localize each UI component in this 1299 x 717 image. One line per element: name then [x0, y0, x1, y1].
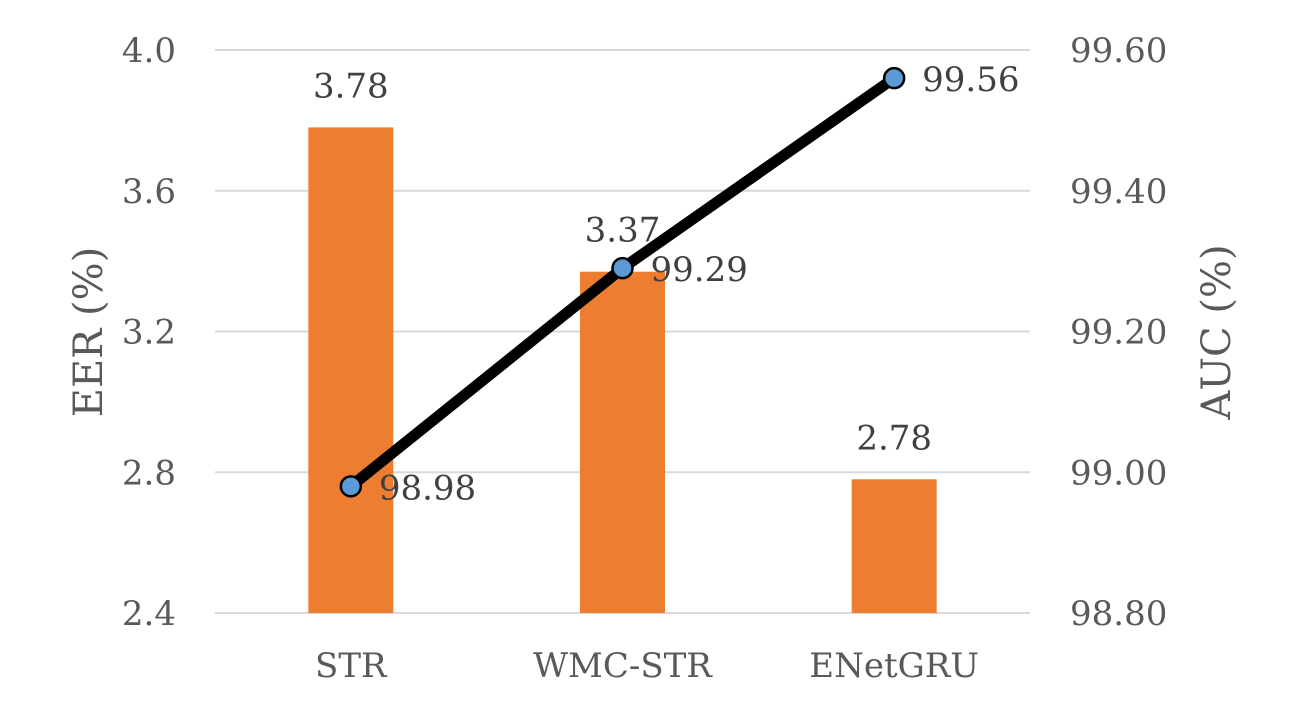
line-markers	[339, 66, 906, 498]
y-tick-label: 2.8	[122, 453, 176, 493]
line-marker	[611, 256, 634, 280]
y2-tick-label: 99.60	[1070, 31, 1167, 71]
y-tick-label: 3.2	[122, 313, 176, 353]
x-tick-label: WMC-STR	[533, 646, 713, 686]
bar-value-label: 3.78	[313, 66, 389, 106]
x-tick-label: STR	[315, 646, 388, 686]
y-tick-label: 4.0	[122, 31, 176, 71]
y-tick-label: 2.4	[122, 594, 176, 634]
y2-tick-label: 99.00	[1070, 453, 1167, 493]
bar	[580, 271, 665, 613]
axes: 2.4 2.8 3.2 3.6 4.0 98.80 99.00 99.20 99.40 99.60…	[122, 31, 1167, 686]
bars	[308, 127, 937, 613]
y2-tick-label: 99.20	[1070, 313, 1167, 353]
line-value-label: 98.98	[379, 468, 476, 508]
line-marker	[882, 66, 906, 90]
bar-value-label: 3.37	[585, 211, 661, 251]
data-labels: 3.78 3.37 2.78 98.98 99.29 99.56	[313, 60, 1020, 508]
line-value-label: 99.56	[922, 60, 1019, 100]
x-tick-label: ENetGRU	[809, 646, 979, 686]
bar-value-label: 2.78	[856, 418, 932, 458]
bar	[851, 479, 937, 613]
y-tick-label: 3.6	[122, 172, 176, 212]
bar	[308, 127, 394, 613]
y2-tick-label: 99.40	[1070, 172, 1167, 212]
line-marker	[339, 475, 363, 498]
y-axis-title: EER (%)	[66, 247, 112, 417]
y2-tick-label: 98.80	[1070, 594, 1167, 634]
y2-axis-title: AUC (%)	[1194, 244, 1240, 420]
line-value-label: 99.29	[651, 250, 748, 290]
